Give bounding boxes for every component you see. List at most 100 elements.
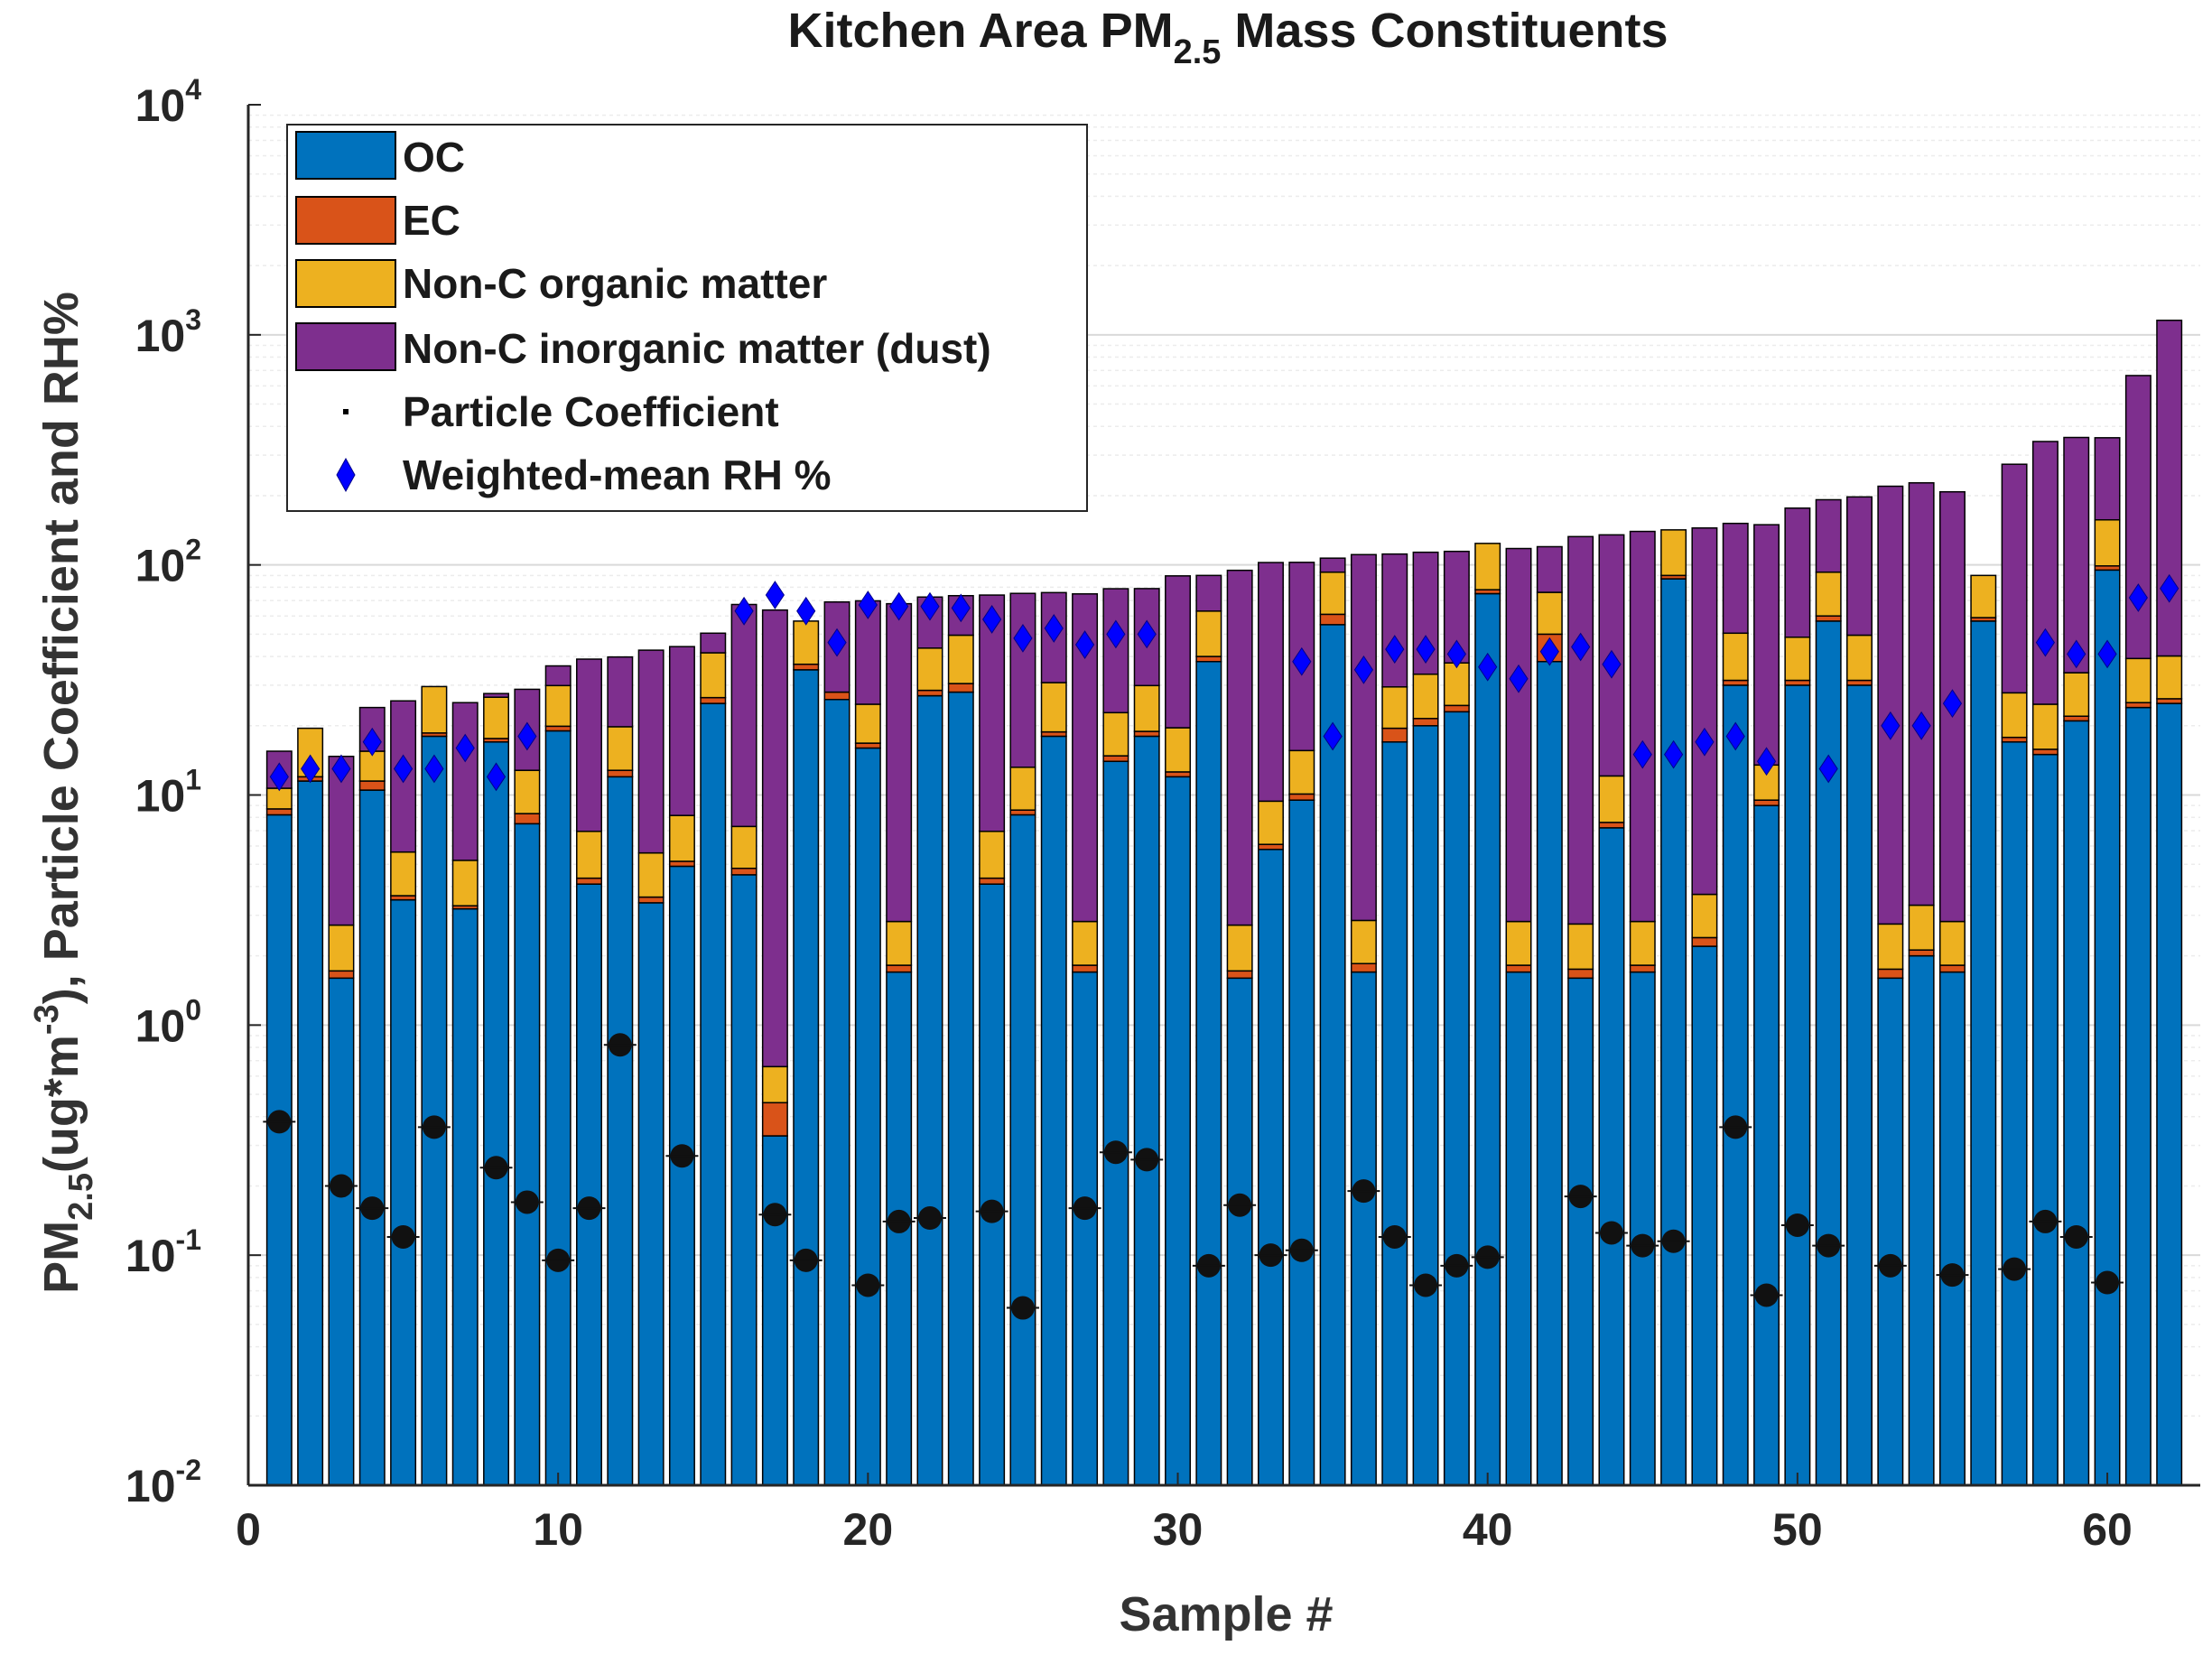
rh-point	[1818, 754, 1838, 784]
bar-segment-nonc-inorganic	[1133, 588, 1160, 687]
bar-segment-oc	[1660, 578, 1687, 1486]
bar-segment-oc	[916, 694, 943, 1486]
legend-label-nonc-organic: Non-C organic matter	[403, 260, 827, 307]
bar-segment-nonc-organic	[2094, 518, 2121, 567]
rh-point	[858, 590, 878, 619]
bar-segment-ec	[2001, 736, 2028, 743]
bar-segment-oc	[421, 735, 448, 1486]
bar-segment-nonc-inorganic	[730, 603, 757, 828]
rh-point	[2067, 639, 2087, 669]
bar-segment-oc	[1165, 776, 1192, 1486]
bar-segment-nonc-inorganic	[1195, 574, 1222, 612]
bar-segment-nonc-organic	[761, 1065, 788, 1104]
bar-segment-oc	[1970, 620, 1997, 1486]
bar-segment-ec	[358, 780, 386, 791]
bar-segment-oc	[1753, 804, 1780, 1486]
bar-segment-nonc-organic	[544, 684, 572, 728]
bar-segment-nonc-inorganic	[1536, 545, 1563, 593]
bar-segment-nonc-inorganic	[1257, 562, 1284, 803]
bar-segment-nonc-organic	[854, 703, 881, 744]
bar-segment-nonc-organic	[1629, 920, 1656, 966]
legend-swatch-oc	[295, 131, 396, 180]
bar-segment-nonc-organic	[1474, 543, 1501, 590]
legend-label-particle: Particle Coefficient	[403, 388, 779, 435]
bar-segment-ec	[328, 970, 355, 980]
bar-segment-ec	[730, 867, 757, 876]
bar-segment-ec	[1381, 727, 1408, 743]
bar-segment-oc	[297, 780, 324, 1486]
bar-segment-nonc-organic	[1877, 923, 1904, 971]
bar-segment-nonc-organic	[483, 696, 510, 739]
bar-segment-oc	[2094, 569, 2121, 1486]
bar-segment-ec	[265, 808, 293, 816]
rh-point	[1044, 614, 1064, 643]
rh-point	[455, 733, 475, 763]
bar-segment-nonc-inorganic	[2031, 441, 2059, 705]
bar-segment-nonc-inorganic	[2156, 320, 2183, 657]
bar-segment-ec	[2063, 715, 2090, 722]
bar-segment-nonc-inorganic	[1381, 553, 1408, 688]
rh-point	[982, 605, 1002, 634]
bar-segment-oc	[514, 823, 541, 1486]
bar-segment-nonc-inorganic	[451, 702, 479, 861]
bar-segment-nonc-organic	[1350, 919, 1377, 964]
rh-point	[1942, 689, 1963, 718]
rh-point	[1602, 649, 1622, 679]
bar-segment-nonc-organic	[1815, 571, 1842, 617]
bar-segment-nonc-inorganic	[886, 602, 913, 923]
bar-segment-nonc-organic	[1288, 749, 1315, 795]
bar-segment-oc	[637, 902, 665, 1486]
x-axis-label: Sample #	[1119, 1587, 1333, 1641]
bar-segment-ec	[1009, 809, 1036, 816]
bar-segment-nonc-inorganic	[668, 646, 695, 816]
bar-segment-nonc-organic	[1102, 711, 1129, 757]
bar-segment-oc	[576, 883, 602, 1486]
bar-segment-oc	[1722, 684, 1749, 1486]
y-tick-label: 100	[135, 993, 201, 1051]
bar-segment-ec	[700, 696, 727, 704]
bar-segment-ec	[761, 1102, 788, 1137]
bar-segment-oc	[2063, 720, 2090, 1486]
rh-point	[1385, 635, 1405, 664]
y-tick-label: 10-2	[125, 1454, 201, 1511]
rh-point	[1323, 721, 1343, 751]
bar-segment-nonc-inorganic	[576, 658, 602, 832]
bar-segment-ec	[2156, 698, 2183, 704]
bar-segment-ec	[1319, 613, 1346, 626]
rh-point	[517, 721, 537, 751]
bar-segment-ec	[1133, 730, 1160, 738]
legend-marker-particle	[343, 409, 349, 414]
bar-segment-nonc-organic	[1257, 800, 1284, 845]
bar-segment-ec	[1165, 771, 1192, 778]
rh-point	[796, 596, 816, 626]
bar-segment-nonc-organic	[947, 634, 974, 684]
bar-segment-oc	[328, 977, 355, 1486]
legend-swatch-ec	[295, 196, 396, 245]
bar-segment-nonc-inorganic	[1815, 498, 1842, 573]
bar-segment-oc	[2001, 741, 2028, 1486]
bar-segment-oc	[1319, 624, 1346, 1486]
x-tick-label: 40	[1463, 1504, 1513, 1555]
bar-segment-oc	[1443, 711, 1470, 1486]
y-tick-label: 104	[135, 73, 202, 131]
bar-segment-oc	[947, 691, 974, 1486]
rh-point	[1725, 721, 1745, 751]
bar-segment-oc	[2124, 706, 2152, 1486]
bar-segment-nonc-organic	[1598, 775, 1625, 823]
bar-segment-ec	[2031, 748, 2059, 756]
bar-segment-nonc-organic	[514, 769, 541, 814]
bar-segment-ec	[1412, 718, 1439, 727]
bar-segment-nonc-organic	[1009, 767, 1036, 811]
bar-segment-nonc-inorganic	[1908, 482, 1935, 907]
legend-label-rh: Weighted-mean RH %	[403, 451, 832, 498]
legend-label-nonc-inorganic: Non-C inorganic matter (dust)	[403, 325, 991, 372]
bar-segment-oc	[1938, 971, 1966, 1486]
bar-segment-ec	[1072, 964, 1099, 973]
bar-segment-ec	[1815, 615, 1842, 622]
bar-segment-nonc-organic	[1722, 632, 1749, 682]
bar-segment-nonc-organic	[1908, 904, 1935, 951]
bar-segment-nonc-inorganic	[979, 594, 1006, 832]
bar-segment-oc	[1381, 741, 1408, 1486]
rh-point	[301, 754, 321, 784]
bar-segment-nonc-organic	[886, 920, 913, 966]
